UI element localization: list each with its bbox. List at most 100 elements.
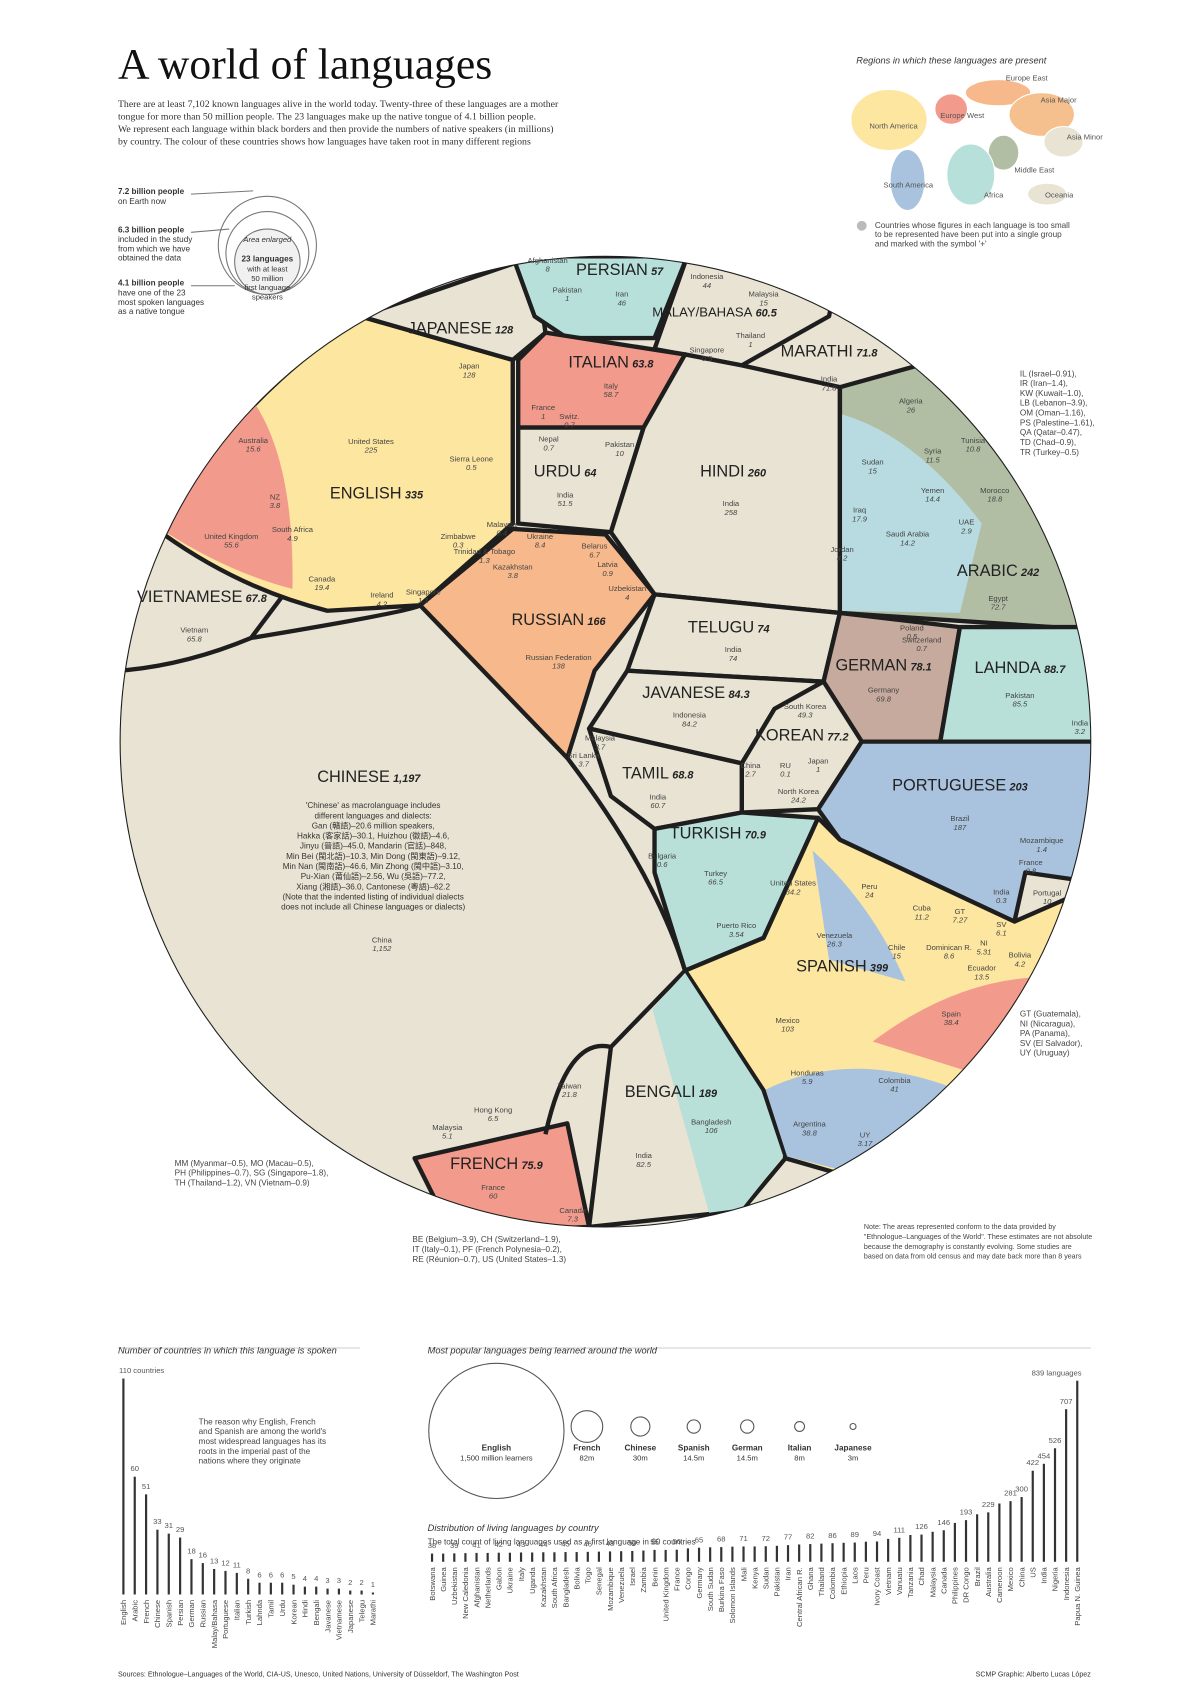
country-name: Germany (868, 686, 900, 695)
key-circle-text: with at least (246, 265, 288, 274)
lahnda-region (938, 624, 1091, 744)
country-value: 41 (890, 1085, 898, 1094)
language-label: ARABIC 242 (957, 562, 1039, 580)
country-value: 4 (625, 593, 629, 602)
country-name: Venezuela (817, 931, 853, 940)
country-name: Poland (900, 623, 924, 632)
country-value: 1 (541, 412, 545, 421)
value-label: 8 (246, 1566, 250, 1575)
value-label: 6 (257, 1570, 261, 1579)
bubble-value: 82m (579, 1453, 594, 1462)
language-name: ENGLISH (330, 484, 402, 502)
x-tick-label: Vietnamese (335, 1600, 344, 1640)
x-tick-label: Bangladesh (561, 1567, 570, 1607)
country-name: India (723, 499, 740, 508)
x-tick-label: French (142, 1600, 151, 1624)
value-label: 6 (280, 1570, 284, 1579)
bar (909, 1535, 912, 1562)
map-region: Middle East (1014, 165, 1055, 174)
country-name: Iran (615, 290, 628, 299)
bar (608, 1551, 612, 1562)
country-value: 3.54 (729, 930, 744, 939)
country-name: Argentina (793, 1120, 826, 1129)
bar (1042, 1463, 1045, 1562)
x-tick-label: Portuguese (221, 1600, 230, 1639)
country-name: India (725, 645, 742, 654)
bar (1020, 1497, 1023, 1562)
country-value: 17.9 (852, 514, 868, 523)
country-name: France (1019, 858, 1043, 867)
bangladesh-cell (652, 972, 784, 1213)
bar (1031, 1470, 1034, 1562)
bar (853, 1542, 856, 1562)
bar (292, 1584, 295, 1595)
bar (190, 1559, 193, 1595)
bar (235, 1572, 238, 1595)
country-value: 1.3 (479, 556, 490, 565)
country-name: Syria (924, 447, 942, 456)
value-label: 33 (153, 1517, 161, 1526)
key-circle-title: 23 languages (242, 255, 294, 264)
note-line: Note: The areas represented conform to t… (864, 1223, 1056, 1231)
portuguese-region (815, 739, 1091, 924)
x-tick-label: Cameroon (995, 1567, 1004, 1603)
value-label: 13 (210, 1557, 218, 1566)
annotation: The reason why English, French (199, 1417, 316, 1426)
value-label: 68 (717, 1535, 725, 1544)
x-tick-label: Arabic (130, 1600, 139, 1622)
bar (820, 1543, 823, 1562)
x-tick-label: Congo (684, 1567, 693, 1589)
country-value: 85.5 (1012, 700, 1028, 709)
country-name: Cuba (913, 904, 932, 913)
x-tick-label: Ethiopia (839, 1566, 848, 1594)
bar (133, 1476, 136, 1595)
country-value: 2.9 (960, 526, 972, 535)
bar (898, 1537, 901, 1562)
bar (720, 1547, 723, 1562)
abbr-line: LB (Lebanon–3.9), (1020, 399, 1088, 408)
x-tick-label: Mexico (1006, 1567, 1015, 1591)
country-name: Tunisia (961, 436, 986, 445)
bar (258, 1582, 261, 1595)
note-line: because the demography is constantly evo… (864, 1243, 1072, 1251)
x-tick-label: Senegal (595, 1567, 604, 1595)
country-name: Canada (309, 574, 336, 583)
language-name: LAHNDA (974, 659, 1040, 677)
country-value: 14.2 (900, 538, 916, 547)
country-name: South Africa (272, 525, 314, 534)
bubble-value: 30m (633, 1453, 648, 1462)
chinese-note: 'Chinese' as macrolanguage includes (306, 801, 441, 810)
bar (442, 1553, 445, 1562)
title: A world of languages (118, 41, 492, 89)
persian-region (510, 256, 690, 341)
country-value: 60.7 (650, 801, 666, 810)
language-label: TELUGU 74 (688, 619, 770, 637)
country-name: Yemen (921, 486, 944, 495)
language-total: 399 (870, 963, 889, 975)
bar (920, 1534, 923, 1562)
x-tick-label: Venezuela (617, 1566, 626, 1602)
country-value: 8.6 (944, 952, 955, 961)
country-value: 138 (552, 662, 565, 671)
x-tick-label: Italian (233, 1600, 242, 1620)
language-label: URDU 64 (534, 463, 597, 481)
country-value: 13.5 (974, 972, 990, 981)
x-tick-label: Thailand (817, 1567, 826, 1596)
bar (326, 1588, 329, 1595)
map-region: Africa (984, 190, 1004, 199)
key-text: most spoken languages (118, 298, 204, 307)
x-tick-label: Tanzania (906, 1566, 915, 1597)
x-tick-label: Philippines (951, 1567, 960, 1604)
language-total: 203 (1009, 782, 1028, 794)
country-name: Mozambique (1020, 836, 1064, 845)
language-total: 74 (757, 624, 769, 636)
chinese-note: Min Bei (閩北語)–10.3, Min Dong (閩東語)–9.12, (286, 851, 460, 861)
bar (281, 1582, 284, 1595)
bar (786, 1545, 790, 1562)
x-tick-label: Papua N. Guinea (1073, 1566, 1082, 1625)
x-tick-label: Javanese (323, 1600, 332, 1633)
map-note: to be represented have been put into a s… (875, 230, 1062, 239)
country-name: Algeria (899, 397, 923, 406)
bar (764, 1546, 767, 1562)
language-label: ENGLISH 335 (330, 484, 424, 502)
